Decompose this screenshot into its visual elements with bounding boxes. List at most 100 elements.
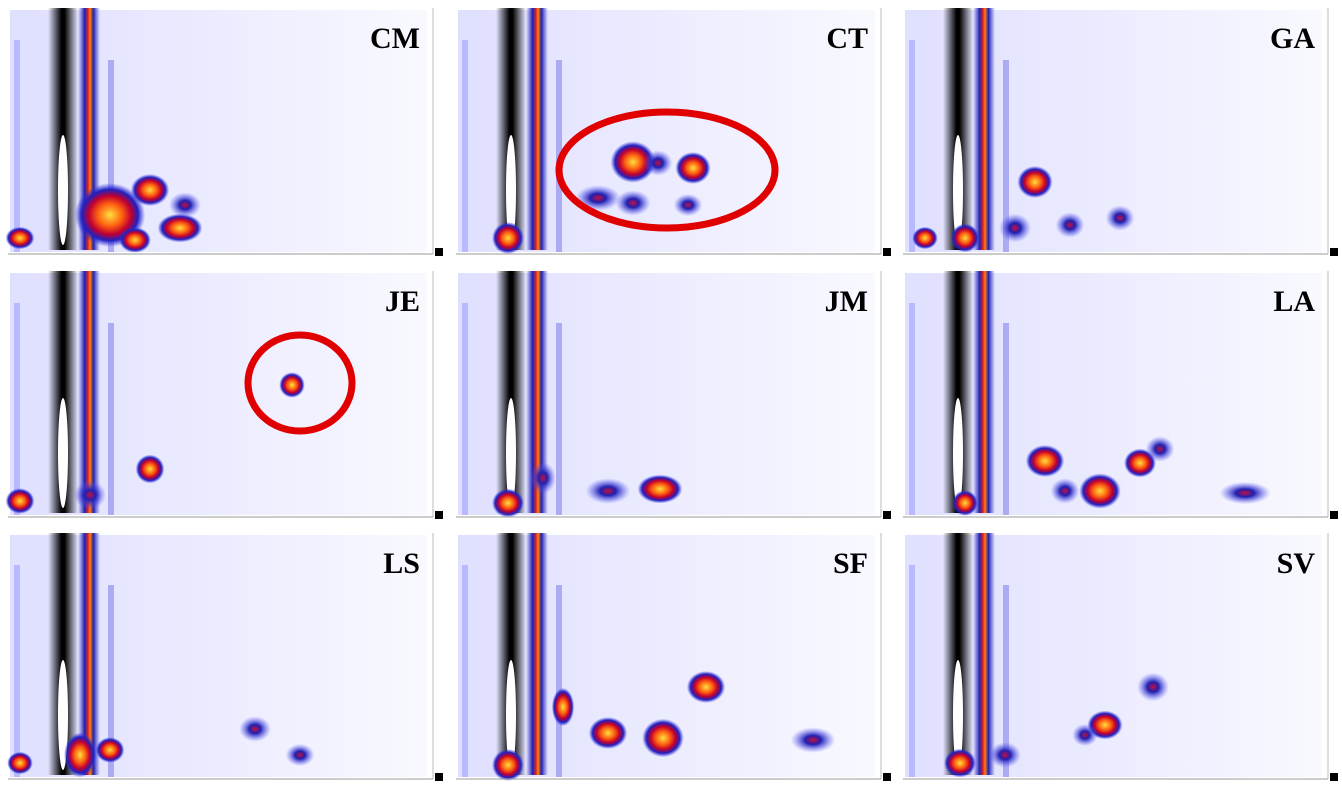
peak [530, 462, 556, 494]
corner-mark [883, 511, 891, 519]
peak [585, 478, 631, 504]
white-core [58, 398, 68, 508]
color-streak [973, 8, 995, 250]
peak [119, 227, 151, 253]
peak [999, 213, 1031, 243]
peak [5, 226, 35, 250]
panel: CT [448, 0, 891, 256]
corner-mark [435, 248, 443, 256]
panel: SF [448, 525, 891, 781]
blue-streak [1003, 585, 1009, 777]
panel: LS [0, 525, 443, 781]
peak [492, 222, 524, 254]
blue-streak [108, 323, 114, 515]
white-core [58, 135, 68, 245]
panel-label: SV [1277, 547, 1316, 580]
blue-streak [909, 40, 915, 252]
peak [279, 372, 305, 398]
peak [7, 751, 33, 775]
blue-streak [462, 40, 468, 252]
panel-label: GA [1270, 22, 1315, 55]
blue-streak [108, 60, 114, 252]
panel-label: SF [833, 547, 868, 580]
peak [1025, 445, 1065, 477]
white-core [506, 660, 516, 770]
corner-mark [883, 773, 891, 781]
blue-streak [909, 565, 915, 777]
blue-streak [1003, 60, 1009, 252]
peak [575, 185, 621, 211]
peak [130, 174, 170, 206]
peak [1105, 205, 1135, 231]
blue-streak [108, 585, 114, 777]
color-streak [78, 271, 100, 513]
color-streak [526, 271, 548, 513]
peak [95, 737, 125, 763]
panel-label: LS [383, 547, 420, 580]
blue-streak [909, 303, 915, 515]
peak [643, 150, 673, 176]
color-streak [973, 533, 995, 775]
peak [64, 732, 96, 778]
white-core [58, 660, 68, 770]
peak [686, 671, 726, 703]
panel: JE [0, 263, 443, 519]
peak [642, 718, 684, 758]
color-streak [526, 8, 548, 250]
highlight-circle [244, 331, 356, 435]
peak [157, 213, 203, 243]
blue-streak [556, 585, 562, 777]
peak [588, 717, 628, 749]
peak [492, 749, 524, 781]
panel: LA [895, 263, 1338, 519]
peak [989, 742, 1021, 768]
peak [952, 490, 978, 516]
white-core [506, 398, 516, 508]
panel: GA [895, 0, 1338, 256]
corner-mark [435, 773, 443, 781]
panel-label: CM [370, 22, 420, 55]
peak [135, 454, 165, 484]
panel-label: JE [385, 285, 420, 318]
panel-label: CT [826, 22, 868, 55]
peak [1079, 473, 1121, 509]
panel: JM [448, 263, 891, 519]
blue-streak [14, 303, 20, 515]
peak [1072, 723, 1098, 747]
color-streak [973, 271, 995, 513]
panel: SV [895, 525, 1338, 781]
peak [169, 192, 201, 218]
peak [673, 193, 703, 217]
peak [1017, 166, 1053, 198]
blue-streak [14, 40, 20, 252]
corner-mark [1330, 511, 1338, 519]
peak [74, 480, 106, 510]
peak [675, 152, 711, 184]
peak [1055, 212, 1085, 238]
peak [1050, 478, 1080, 504]
panel: CM [0, 0, 443, 256]
peak [912, 226, 938, 250]
peak [5, 488, 35, 514]
peak [944, 748, 976, 778]
corner-mark [435, 511, 443, 519]
peak [950, 223, 980, 253]
highlight-ellipse [555, 108, 779, 232]
peak [1145, 436, 1175, 462]
peak [637, 474, 683, 504]
corner-mark [1330, 248, 1338, 256]
white-core [953, 660, 963, 770]
peak [610, 141, 656, 183]
peak [285, 743, 315, 767]
white-core [506, 135, 516, 245]
white-core [953, 398, 963, 508]
peak [551, 687, 575, 727]
corner-mark [1330, 773, 1338, 781]
peak [492, 488, 524, 518]
color-streak [78, 533, 100, 775]
color-streak [526, 533, 548, 775]
peak [1219, 481, 1271, 505]
blue-streak [556, 323, 562, 515]
